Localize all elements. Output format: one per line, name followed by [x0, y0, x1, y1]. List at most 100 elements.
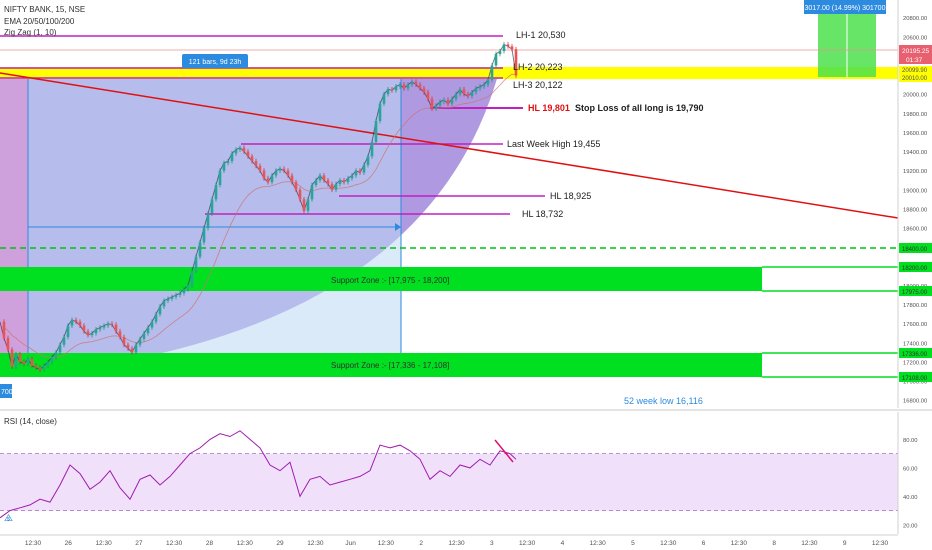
candle-body: [30, 359, 34, 366]
candle-body: [54, 352, 58, 358]
current-price-text: 20195.25: [902, 48, 929, 55]
candle-body: [246, 151, 250, 157]
candle-body: [110, 323, 114, 325]
candle-body: [6, 338, 10, 350]
candle-body: [186, 285, 190, 290]
zigzag-line: [0, 43, 517, 371]
green-tag-c-text: 17336.00: [902, 352, 928, 358]
yellow-tag-a-text: 20099.90: [902, 68, 928, 74]
candle-body: [78, 321, 82, 326]
time-tick-label: 5: [631, 540, 635, 547]
candle-body: [314, 180, 318, 186]
dashed-level-tag: [899, 243, 932, 253]
candle-body: [310, 185, 314, 200]
timer-tag: [899, 55, 932, 64]
price-tick-label: 17400.00: [903, 341, 927, 347]
candle-body: [150, 321, 154, 328]
yellow-tag-a: [899, 66, 932, 74]
candle-body: [178, 293, 182, 295]
candle-body: [130, 348, 134, 353]
rsi-label: RSI (14, close): [4, 417, 57, 426]
rsi-tick-label: 40.00: [903, 495, 918, 501]
lh1-label: LH-1 20,530: [516, 30, 566, 40]
candle-body: [454, 94, 458, 99]
yellow-zone: [0, 67, 898, 79]
time-tick-label: 27: [135, 540, 143, 547]
green-tag-b: [899, 286, 932, 296]
stop-loss-label: Stop Loss of all long is 19,790: [575, 103, 704, 113]
green-tag-a-text: 18200.00: [902, 266, 928, 272]
time-tick-label: 12:30: [448, 540, 465, 547]
price-tick-label: 19200.00: [903, 169, 927, 175]
candle-body: [370, 141, 374, 157]
last-week-high-label: Last Week High 19,455: [507, 139, 600, 149]
candle-body: [442, 99, 446, 102]
price-tick-label: 17800.00: [903, 303, 927, 309]
candle-body: [358, 170, 362, 173]
candle-body: [214, 185, 218, 200]
zigzag-indicator-label: Zig Zag (1, 10): [4, 28, 57, 37]
time-tick-label: 28: [206, 540, 214, 547]
dashed-level-tag-text: 18400.00: [902, 247, 928, 253]
green-tag-d: [899, 372, 932, 382]
green-tag-d-text: 17108.00: [902, 376, 928, 382]
green-tag-a: [899, 262, 932, 272]
hl-18732-label: HL 18,732: [522, 209, 563, 219]
time-tick-label: 26: [65, 540, 73, 547]
candle-body: [238, 147, 242, 150]
candle-body: [198, 242, 202, 257]
rsi-tick-label: 80.00: [903, 438, 918, 444]
time-tick-label: 12:30: [731, 540, 748, 547]
lh3-label: LH-3 20,122: [513, 80, 563, 90]
candle-body: [158, 306, 162, 315]
candle-body: [62, 337, 66, 345]
candle-body: [462, 89, 466, 95]
time-tick-label: 3: [490, 540, 494, 547]
candle-body: [402, 84, 406, 89]
candle-body: [350, 175, 354, 179]
candle-body: [234, 149, 238, 154]
candle-body: [18, 354, 22, 362]
week52-low-label: 52 week low 16,116: [624, 396, 703, 406]
price-tick-label: 19400.00: [903, 150, 927, 156]
candle-body: [258, 165, 262, 171]
candle-body: [510, 46, 514, 50]
candle-body: [306, 199, 310, 211]
candle-body: [498, 51, 502, 54]
time-tick-label: 12:30: [237, 540, 254, 547]
candle-body: [502, 44, 506, 52]
candle-body: [126, 344, 130, 349]
candle-body: [466, 94, 470, 97]
time-tick-label: 12:30: [872, 540, 889, 547]
candle-body: [74, 319, 78, 322]
time-tick-label: 6: [702, 540, 706, 547]
candle-body: [474, 88, 478, 93]
candle-body: [90, 333, 94, 336]
price-tick-label: 19600.00: [903, 131, 927, 137]
rsi-series: [0, 430, 517, 519]
tradingview-logo-icon: ⧌: [4, 513, 13, 524]
candle-body: [222, 163, 226, 171]
time-tick-label: 12:30: [378, 540, 395, 547]
price-tick-label: 17200.00: [903, 360, 927, 366]
candle-body: [102, 325, 106, 328]
yellow-tag-b: [899, 74, 932, 82]
candle-body: [226, 161, 230, 164]
candle-body: [10, 349, 14, 367]
candle-body: [118, 331, 122, 338]
candle-body: [154, 314, 158, 322]
price-tick-label: 20000.00: [903, 93, 927, 99]
candle-body: [202, 228, 206, 243]
candle-body: [478, 86, 482, 89]
candle-body: [438, 101, 442, 106]
candle-body: [290, 175, 294, 183]
candle-body: [398, 84, 402, 87]
candles: [2, 42, 518, 372]
candle-body: [298, 189, 302, 200]
candle-body: [382, 94, 386, 104]
candle-body: [70, 319, 74, 326]
price-tick-label: 18800.00: [903, 207, 927, 213]
yellow-tag-b-text: 20010.00: [902, 76, 928, 82]
support-zone-1: [0, 267, 762, 291]
time-tick-label: 12:30: [801, 540, 818, 547]
